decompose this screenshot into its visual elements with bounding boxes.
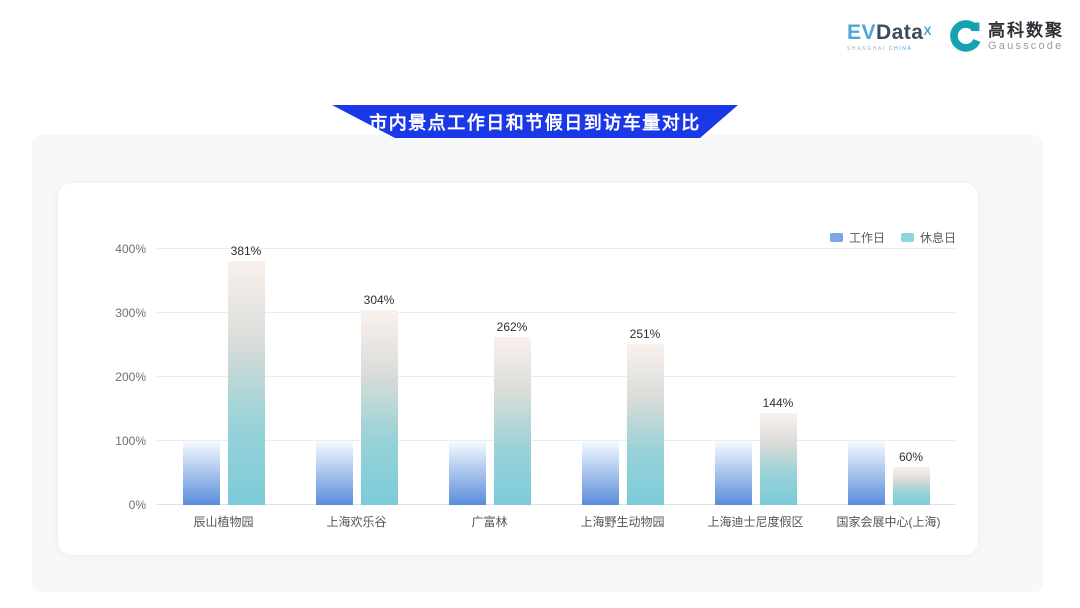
bar-value-label: 60%	[898, 449, 924, 464]
chart-legend: 工作日 休息日	[829, 229, 956, 246]
bar-group: 262%	[423, 249, 556, 505]
legend-item[interactable]: 休息日	[900, 229, 956, 246]
y-tick-label: 0%	[128, 498, 146, 512]
bar-group: 304%	[290, 249, 423, 505]
evdata-wordmark: EVDataX	[847, 22, 932, 44]
gausscode-text: 高科数聚 Gausscode	[988, 20, 1064, 53]
header-logos: EVDataX SHANGHAI CHINA 高科数聚 Gausscode	[847, 20, 1064, 54]
evdata-subtext-shanghai: SHANGHAI	[846, 46, 886, 52]
gridline	[157, 376, 955, 377]
bar-group: 381%	[157, 244, 290, 505]
gausscode-cn-name: 高科数聚	[988, 20, 1064, 40]
chart-panel: 工作日 休息日 381% 304% 262% 251% 144% 60% 0% 100% 200…	[32, 135, 1043, 592]
x-axis-label: 辰山植物园	[193, 515, 254, 529]
legend-label: 休息日	[919, 231, 956, 245]
x-axis-label: 上海迪士尼度假区	[707, 515, 804, 529]
bar-restday[interactable]: 304%	[360, 293, 398, 505]
bar-group: 144%	[689, 249, 822, 505]
evdata-ev-text: EV	[846, 21, 876, 44]
bar-restday[interactable]: 251%	[626, 327, 664, 505]
bar-workday[interactable]	[315, 441, 353, 505]
bar-workday[interactable]	[448, 441, 486, 505]
x-axis-label: 上海欢乐谷	[326, 515, 387, 529]
x-axis-label: 广富林	[471, 515, 508, 529]
legend-item[interactable]: 工作日	[829, 229, 885, 246]
bar-value-label: 251%	[629, 327, 661, 342]
bar-value-label: 144%	[762, 395, 794, 410]
legend-swatch	[900, 233, 914, 242]
evdata-logo: EVDataX SHANGHAI CHINA	[847, 22, 932, 53]
evdata-x-mark: X	[923, 24, 932, 38]
bar-workday[interactable]	[182, 441, 220, 505]
bar-restday[interactable]: 144%	[759, 396, 797, 505]
y-tick-label: 300%	[115, 306, 146, 320]
gridline	[157, 504, 955, 505]
x-axis-label: 上海野生动物园	[580, 515, 665, 529]
bar-value-label: 381%	[230, 244, 262, 259]
y-tick-label: 200%	[115, 370, 146, 384]
y-tick-label: 100%	[115, 434, 146, 448]
title-banner: 市内景点工作日和节假日到访车量对比	[332, 105, 738, 138]
evdata-subtext: SHANGHAI CHINA	[847, 46, 912, 52]
bar-value-label: 304%	[363, 293, 395, 308]
evdata-subtext-china: CHINA	[888, 46, 913, 52]
page-title: 市内景点工作日和节假日到访车量对比	[369, 112, 701, 133]
evdata-data-text: Data	[875, 21, 924, 44]
gausscode-icon	[950, 20, 981, 52]
gausscode-logo: 高科数聚 Gausscode	[948, 20, 1064, 54]
plot-area: 381% 304% 262% 251% 144% 60%	[157, 244, 955, 505]
bar-group: 251%	[556, 249, 689, 505]
gridline	[157, 312, 955, 313]
gausscode-en-name: Gausscode	[988, 39, 1064, 52]
bar-group: 60%	[822, 249, 955, 505]
legend-label: 工作日	[848, 231, 885, 245]
bar-restday[interactable]: 60%	[892, 450, 930, 505]
bar-workday[interactable]	[714, 441, 752, 505]
legend-swatch	[829, 233, 843, 242]
bar-workday[interactable]	[581, 441, 619, 505]
gridline	[157, 248, 955, 249]
bar-value-label: 262%	[496, 320, 528, 335]
bar-restday[interactable]: 381%	[227, 244, 265, 505]
y-tick-label: 400%	[115, 242, 146, 256]
x-axis-label: 国家会展中心(上海)	[836, 515, 941, 529]
bar-workday[interactable]	[847, 441, 885, 505]
gridline	[157, 440, 955, 441]
bar-restday[interactable]: 262%	[493, 320, 531, 505]
chart-card: 工作日 休息日 381% 304% 262% 251% 144% 60% 0% 100% 200…	[58, 183, 978, 555]
